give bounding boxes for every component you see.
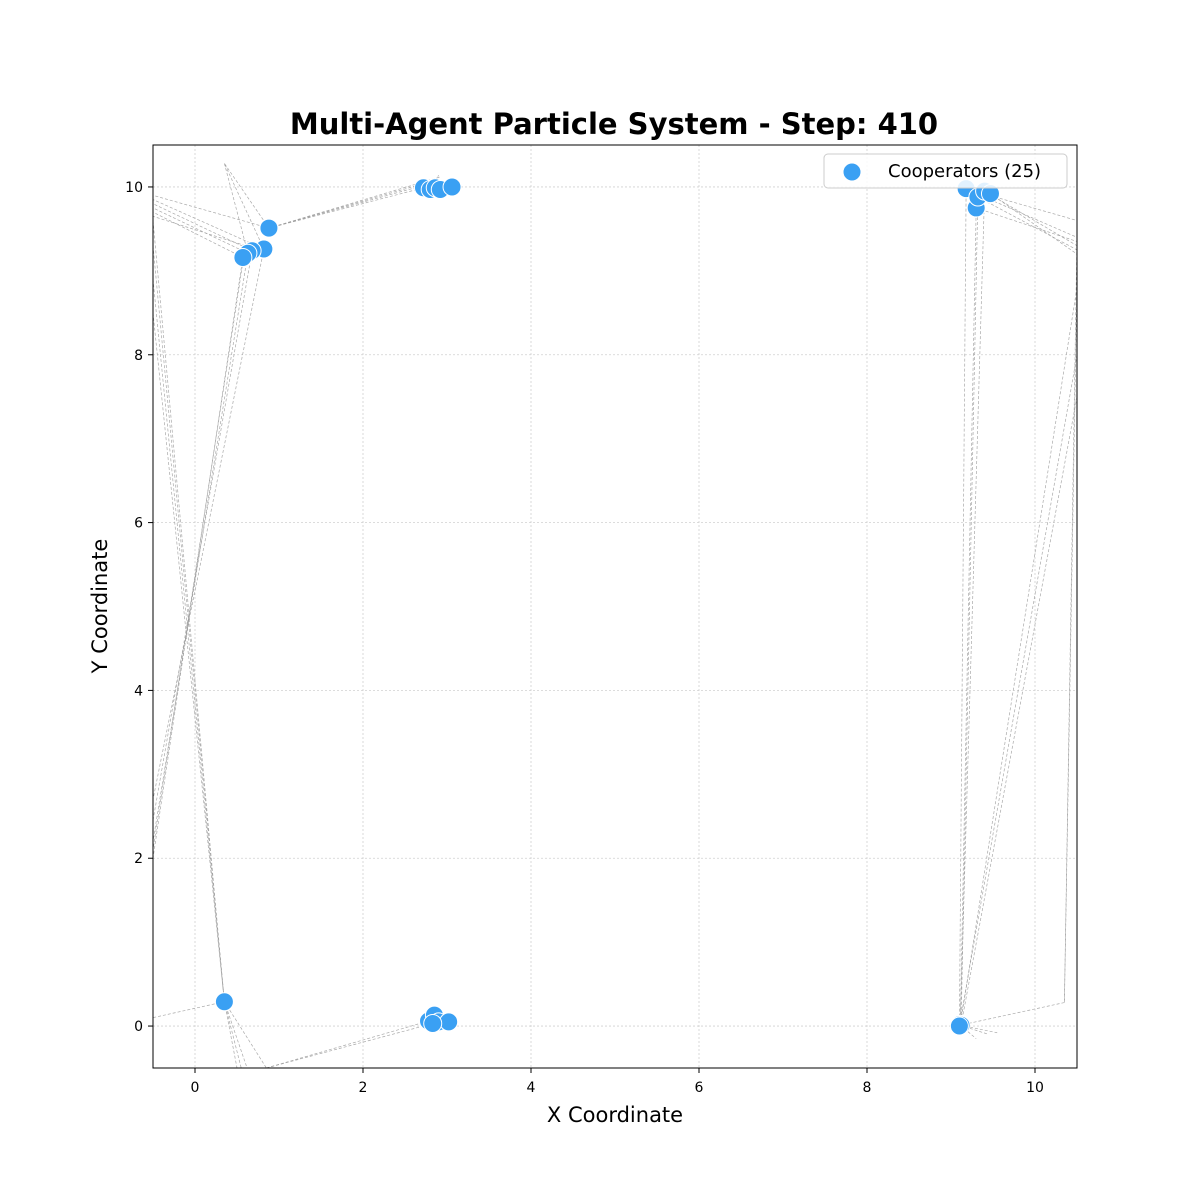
trail-segment bbox=[224, 1001, 238, 1068]
trail-segment bbox=[153, 245, 225, 1002]
trail-segment bbox=[224, 163, 249, 254]
data-point bbox=[423, 1014, 443, 1034]
trail-segment bbox=[268, 179, 436, 229]
trail-segment bbox=[153, 203, 253, 252]
trail-segment bbox=[976, 207, 1077, 242]
data-points bbox=[214, 177, 1000, 1036]
y-axis-label: Y Coordinate bbox=[88, 539, 112, 675]
data-point bbox=[214, 992, 234, 1012]
trail-segment bbox=[153, 199, 265, 250]
trail-segment bbox=[153, 248, 265, 800]
data-point bbox=[233, 247, 253, 267]
x-tick-label: 10 bbox=[1026, 1080, 1044, 1096]
trail-segment bbox=[977, 196, 1077, 251]
y-tick-label: 4 bbox=[134, 683, 143, 699]
data-point bbox=[442, 177, 462, 197]
data-point bbox=[949, 1016, 969, 1036]
trail-segment bbox=[966, 188, 1077, 221]
trail-segment bbox=[153, 207, 249, 254]
data-point bbox=[439, 1012, 459, 1032]
y-tick-label: 2 bbox=[134, 851, 143, 867]
trail-segment bbox=[1064, 279, 1077, 1003]
trail-segment bbox=[153, 250, 253, 821]
x-tick-label: 8 bbox=[863, 1080, 872, 1096]
y-tick-label: 10 bbox=[125, 180, 143, 196]
trail-segment bbox=[153, 312, 225, 1002]
trail-segment bbox=[153, 195, 270, 229]
data-point bbox=[259, 218, 279, 238]
trail-segment bbox=[960, 197, 979, 1026]
y-tick-label: 8 bbox=[134, 348, 143, 364]
trail-segment bbox=[959, 191, 985, 1025]
trail-segment bbox=[959, 188, 967, 1027]
trail-segment bbox=[959, 354, 1077, 1027]
trail-segment bbox=[960, 1024, 977, 1039]
trail-segment bbox=[153, 220, 225, 1002]
legend-label: Cooperators (25) bbox=[888, 161, 1041, 182]
trail-segment bbox=[990, 193, 1077, 255]
legend-marker bbox=[842, 162, 862, 182]
grid bbox=[153, 145, 1077, 1068]
trail-segment bbox=[266, 1020, 429, 1068]
trail-segment bbox=[960, 396, 1077, 1026]
trail-segment bbox=[224, 163, 265, 250]
trail-segment bbox=[153, 279, 225, 1002]
x-tick-label: 0 bbox=[191, 1080, 200, 1096]
trail-segment bbox=[224, 1001, 242, 1068]
x-tick-label: 2 bbox=[359, 1080, 368, 1096]
y-tick-label: 0 bbox=[134, 1019, 143, 1035]
trail-segment bbox=[980, 195, 1077, 238]
trail-segment bbox=[224, 1001, 248, 1068]
trail-segment bbox=[959, 287, 1077, 1026]
trail-segment bbox=[153, 1001, 225, 1018]
legend: Cooperators (25) bbox=[823, 153, 1068, 189]
x-tick-label: 6 bbox=[695, 1080, 704, 1096]
trail-segment bbox=[960, 1002, 1065, 1026]
legend-box bbox=[823, 153, 1068, 189]
trail-segment bbox=[153, 215, 246, 247]
x-axis-ticks: 0 2 4 6 8 10 bbox=[191, 1068, 1044, 1096]
trail-segment bbox=[153, 257, 244, 859]
trail-segment bbox=[266, 1023, 433, 1068]
trail-segment bbox=[153, 245, 246, 850]
x-axis-label: X Coordinate bbox=[547, 1103, 683, 1127]
plot-frame bbox=[152, 144, 1078, 1069]
trail-segment bbox=[224, 163, 270, 229]
y-axis-ticks: 0 2 4 6 8 10 bbox=[125, 180, 153, 1035]
trail-segment bbox=[959, 207, 977, 1026]
chart-title: Multi-Agent Particle System - Step: 410 bbox=[290, 107, 938, 141]
trail-segment bbox=[268, 187, 424, 229]
trail-segment bbox=[153, 211, 244, 258]
trail-segment bbox=[224, 1001, 267, 1068]
y-tick-label: 6 bbox=[134, 516, 143, 532]
x-tick-label: 4 bbox=[527, 1080, 536, 1096]
